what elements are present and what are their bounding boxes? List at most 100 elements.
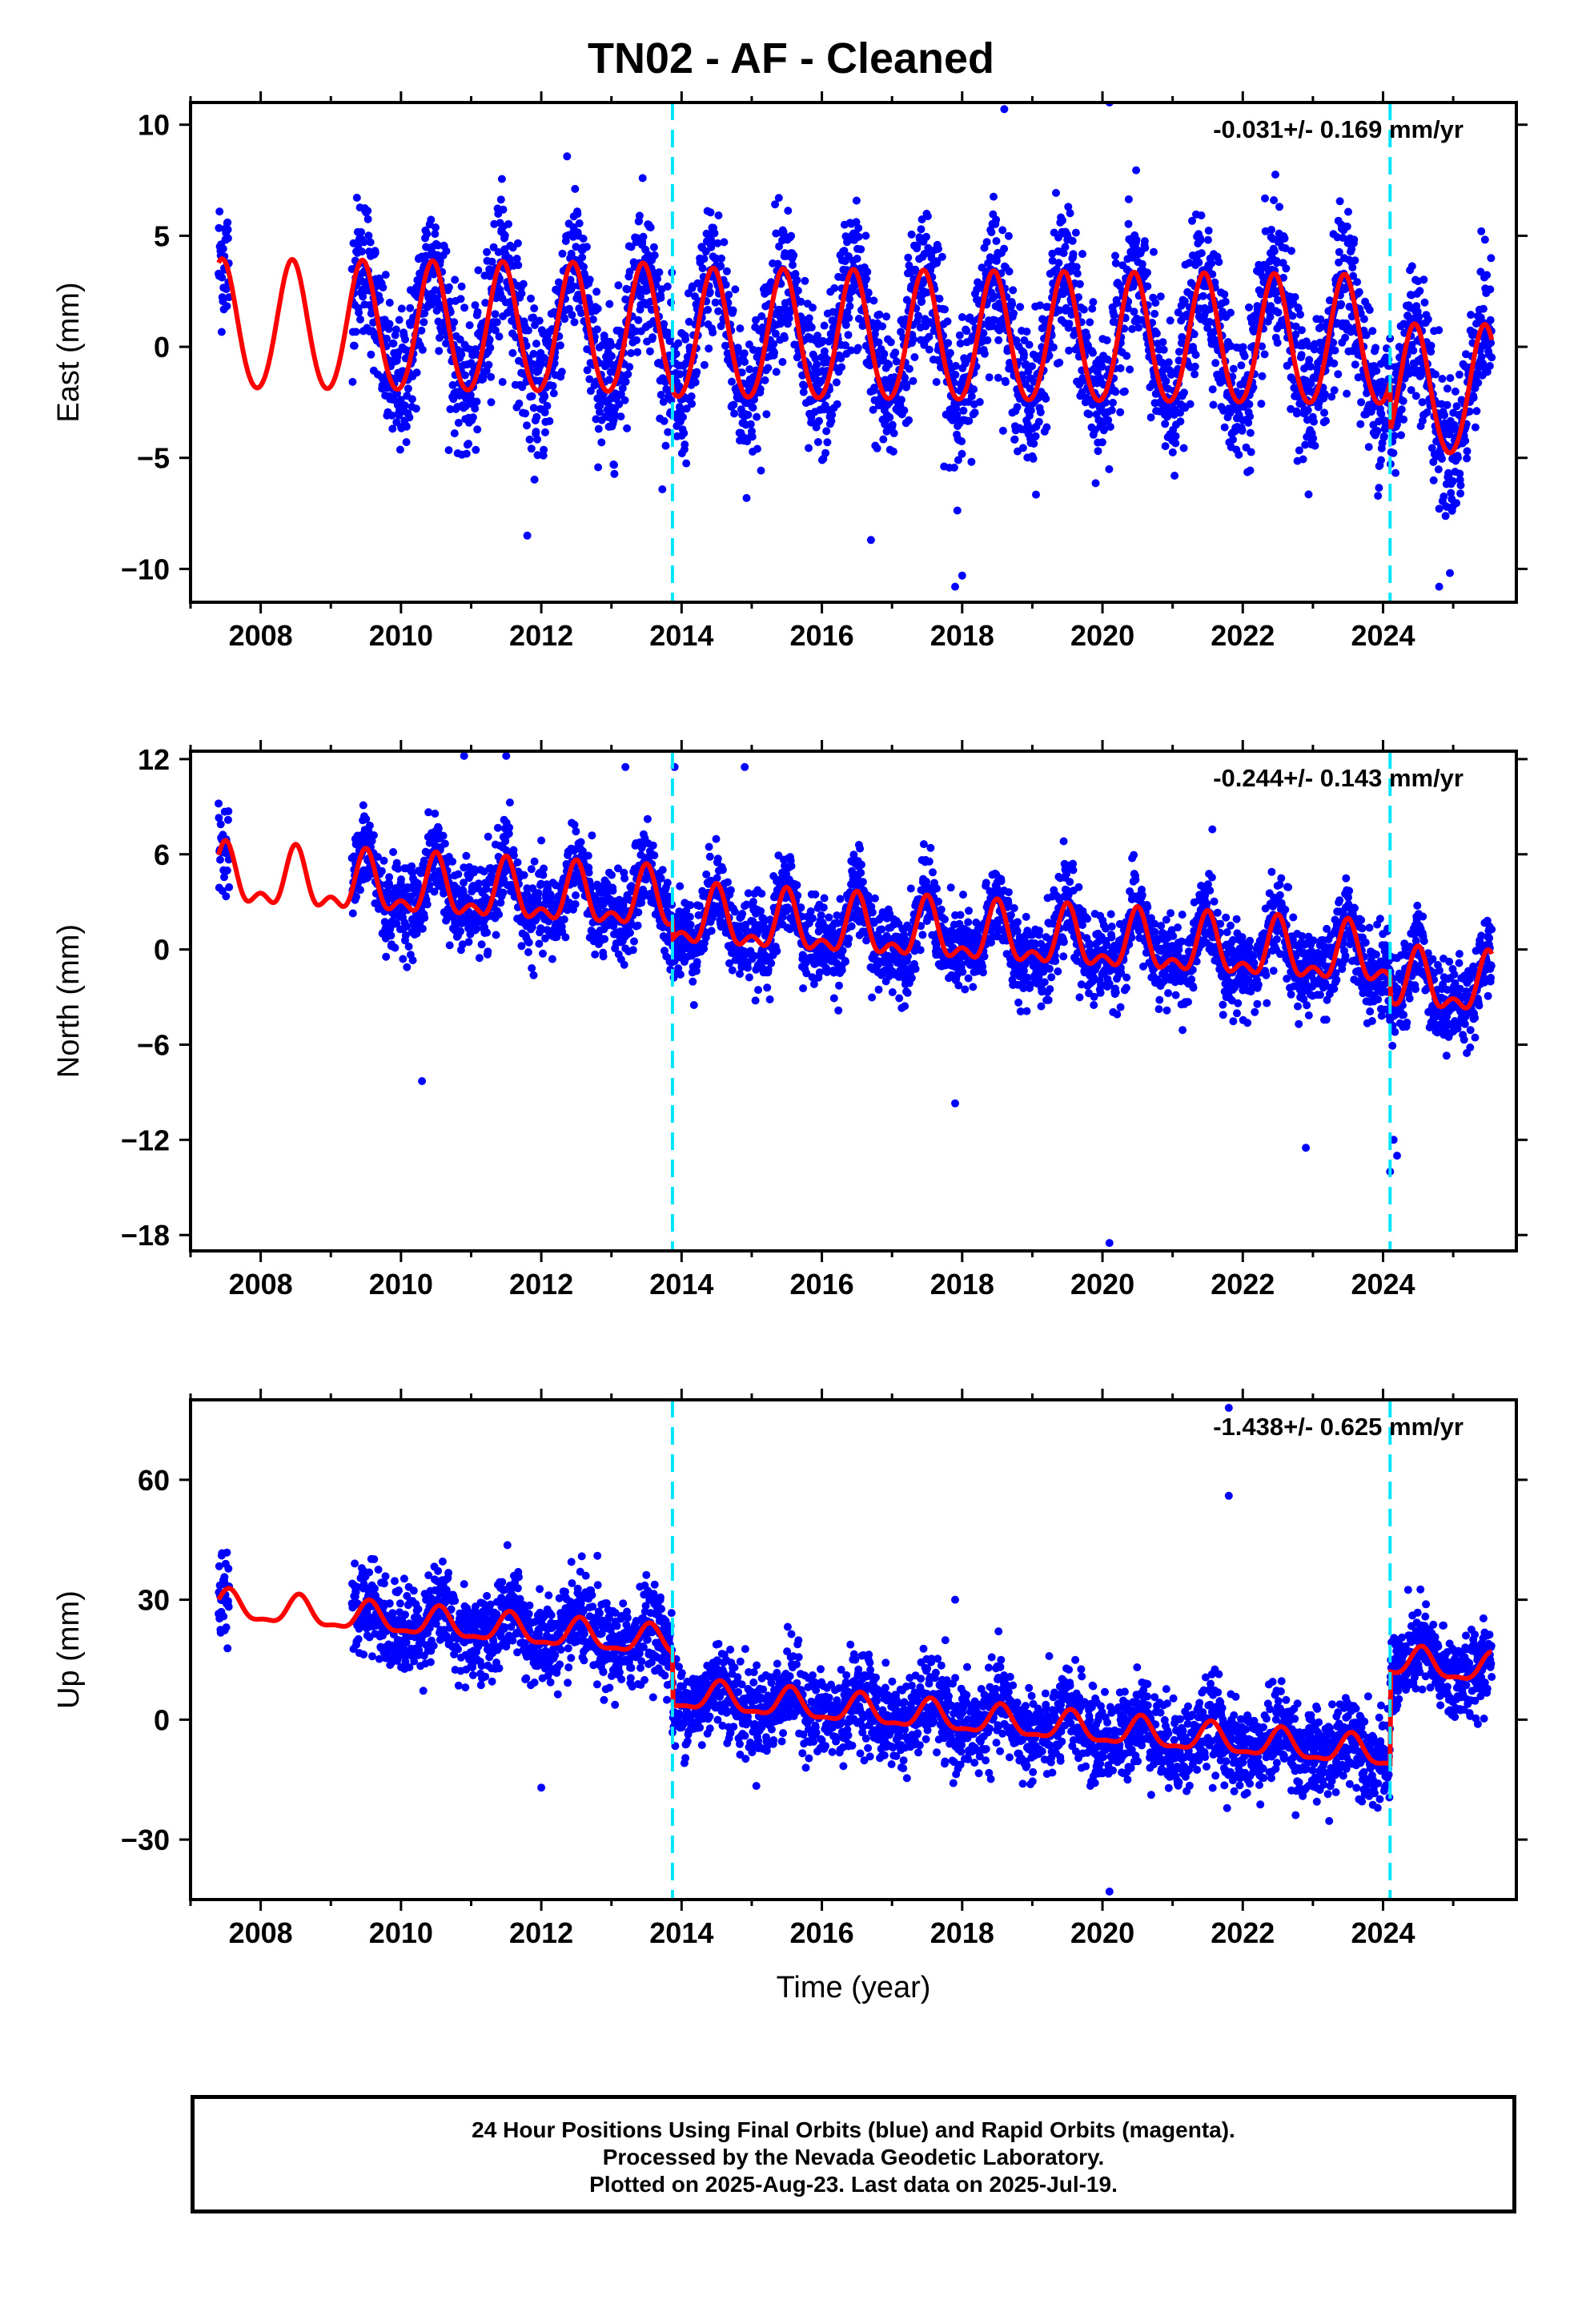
data-point xyxy=(362,814,371,823)
data-point xyxy=(389,848,398,856)
data-point xyxy=(623,285,632,294)
data-point xyxy=(882,312,891,321)
data-point xyxy=(1486,316,1495,324)
plot-area xyxy=(215,751,1496,1248)
data-point xyxy=(525,435,534,444)
data-point xyxy=(1158,338,1167,347)
data-point xyxy=(572,243,580,251)
data-point xyxy=(634,908,643,917)
data-point xyxy=(1088,400,1097,409)
data-point xyxy=(385,320,394,328)
data-point xyxy=(450,318,459,327)
data-point xyxy=(600,935,609,943)
data-point xyxy=(741,358,749,366)
data-point xyxy=(688,400,697,408)
data-point xyxy=(224,807,233,815)
data-point xyxy=(521,409,530,418)
data-point xyxy=(983,336,992,344)
data-point xyxy=(492,931,500,939)
data-point xyxy=(1197,249,1206,258)
data-point xyxy=(1479,304,1488,313)
data-point xyxy=(529,313,538,322)
data-point xyxy=(1128,324,1137,333)
data-point xyxy=(793,286,802,295)
data-point xyxy=(1016,303,1025,312)
data-point xyxy=(592,287,601,296)
data-point xyxy=(913,242,921,250)
data-point xyxy=(1235,450,1243,459)
data-point xyxy=(787,231,796,240)
data-point xyxy=(222,285,231,293)
data-point xyxy=(219,244,227,253)
data-point xyxy=(359,801,367,810)
data-point xyxy=(658,485,667,493)
data-point xyxy=(570,318,579,327)
data-point xyxy=(444,283,453,292)
data-point xyxy=(594,424,603,433)
data-point xyxy=(494,247,503,256)
data-point xyxy=(1029,454,1038,463)
data-point xyxy=(352,892,360,901)
data-point xyxy=(1237,361,1246,370)
data-point xyxy=(1477,352,1486,361)
data-point xyxy=(351,328,360,336)
data-point xyxy=(845,302,854,311)
data-point xyxy=(689,977,697,986)
data-point xyxy=(762,410,771,419)
data-point xyxy=(1452,499,1461,508)
data-point xyxy=(761,376,769,384)
data-point xyxy=(682,459,691,468)
data-point xyxy=(685,317,693,326)
data-point xyxy=(1126,365,1134,374)
data-point xyxy=(474,879,483,888)
data-point xyxy=(382,952,391,961)
data-point xyxy=(223,815,232,824)
data-point xyxy=(904,253,913,262)
data-point xyxy=(623,424,632,432)
data-point xyxy=(934,244,942,253)
data-point xyxy=(1351,360,1359,369)
data-point xyxy=(430,887,439,896)
data-point xyxy=(1291,322,1300,331)
data-point xyxy=(462,449,471,458)
data-point xyxy=(925,345,934,354)
outlier-point xyxy=(951,582,959,591)
data-point xyxy=(1446,374,1455,383)
data-point xyxy=(472,445,480,454)
data-point xyxy=(742,493,751,502)
data-point xyxy=(815,416,823,425)
data-point xyxy=(1178,332,1186,341)
data-point xyxy=(515,399,524,408)
data-point xyxy=(987,228,996,236)
data-point xyxy=(1036,301,1044,310)
data-point xyxy=(693,368,701,376)
data-point xyxy=(1191,362,1199,371)
data-point xyxy=(841,320,850,329)
data-point xyxy=(1431,370,1439,379)
data-point xyxy=(632,336,640,344)
data-point xyxy=(357,227,366,236)
data-point xyxy=(681,335,690,344)
data-point xyxy=(563,152,572,161)
data-point xyxy=(1423,408,1431,416)
data-point xyxy=(365,821,374,830)
data-point xyxy=(965,416,974,425)
data-point xyxy=(674,339,683,348)
data-point xyxy=(454,870,463,879)
data-point xyxy=(220,873,228,882)
data-point xyxy=(941,305,949,314)
data-point xyxy=(394,864,403,873)
data-point xyxy=(1379,432,1388,440)
data-point xyxy=(853,344,862,352)
data-point xyxy=(686,920,695,929)
data-point xyxy=(1208,385,1217,394)
data-point xyxy=(359,238,368,247)
data-point xyxy=(1143,268,1151,277)
data-point xyxy=(1389,448,1398,457)
data-point xyxy=(363,207,372,215)
data-point xyxy=(1166,316,1174,325)
data-point xyxy=(943,317,952,326)
data-point xyxy=(698,264,707,272)
data-point xyxy=(1123,304,1132,312)
data-point xyxy=(693,958,701,967)
